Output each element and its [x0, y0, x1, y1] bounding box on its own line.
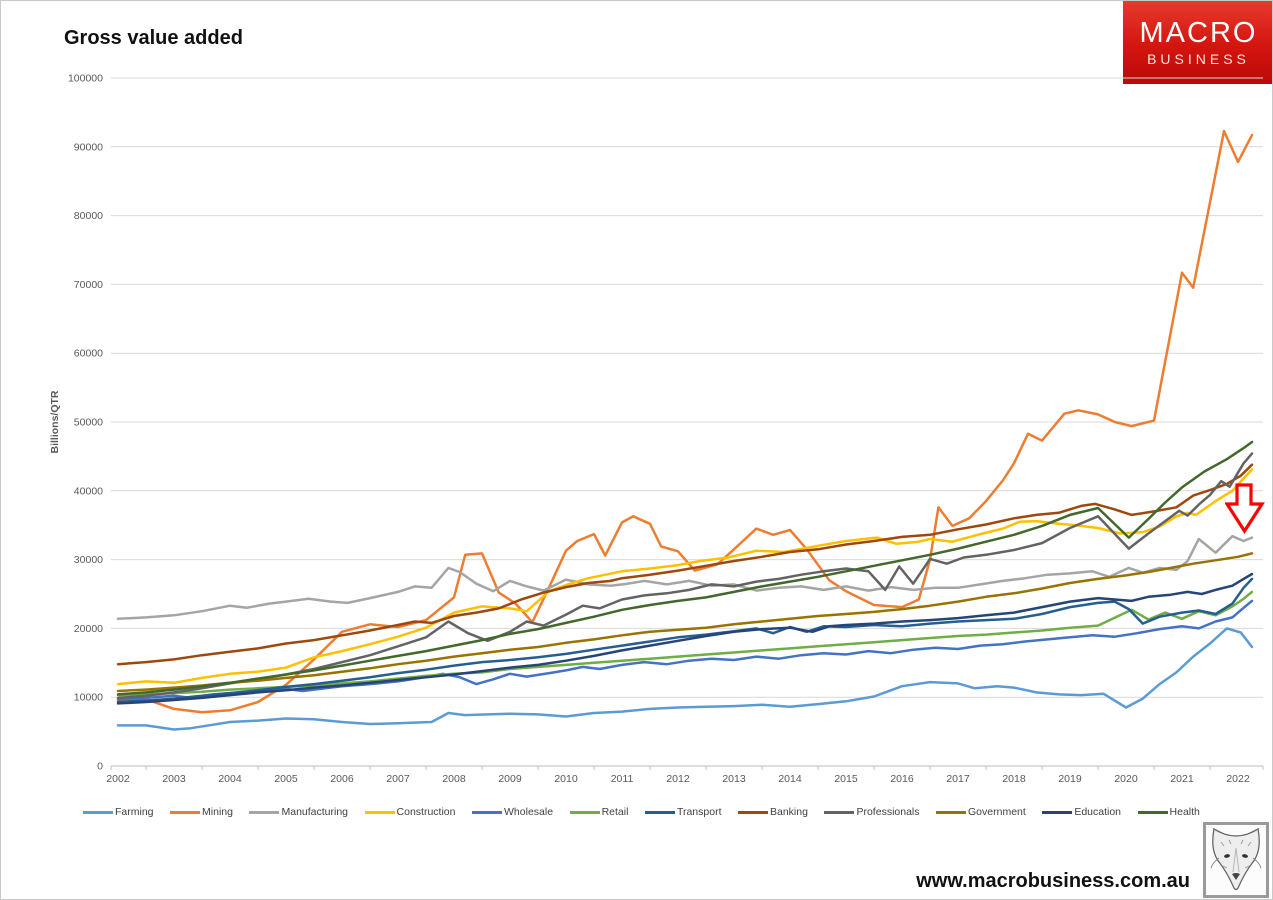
y-axis-label-90000: 90000	[74, 141, 103, 153]
series-line-education	[116, 572, 1254, 705]
legend-swatch-wholesale	[472, 810, 503, 814]
macrobusiness-logo: MACRO BUSINESS	[1123, 1, 1272, 84]
series-line-health	[116, 440, 1254, 696]
legend-swatch-manufacturing	[249, 810, 280, 814]
legend-item-construction: Construction	[364, 806, 456, 818]
line-chart: 0 10000 20000 30000 40000 50000 60000 70000 8000…	[49, 73, 1264, 785]
highlight-arrow-icon	[1224, 483, 1265, 535]
x-axis-label-2014: 2014	[778, 773, 802, 785]
x-axis-label-2003: 2003	[162, 773, 186, 785]
legend-label-retail: Retail	[601, 806, 629, 818]
x-axis-label-2007: 2007	[386, 773, 410, 785]
x-axis-label-2019: 2019	[1058, 773, 1082, 785]
series-line-wholesale	[116, 599, 1254, 701]
legend-swatch-health	[1137, 810, 1168, 814]
x-axis-label-2010: 2010	[554, 773, 578, 785]
y-axis-label-40000: 40000	[74, 485, 103, 497]
y-axis-label-30000: 30000	[74, 554, 103, 566]
y-axis-label-60000: 60000	[74, 348, 103, 360]
fox-logo	[1203, 822, 1269, 898]
series-line-professionals	[116, 452, 1254, 700]
x-axis-label-2006: 2006	[330, 773, 354, 785]
x-axis-label-2013: 2013	[722, 773, 746, 785]
series-line-transport	[116, 577, 1254, 704]
y-axis-label-100000: 100000	[68, 73, 103, 85]
legend-label-mining: Mining	[202, 806, 233, 818]
legend-item-transport: Transport	[644, 806, 722, 818]
legend-label-professionals: Professionals	[856, 806, 920, 818]
legend-swatch-banking	[738, 810, 768, 814]
series-line-banking	[116, 463, 1254, 666]
x-axis-label-2008: 2008	[442, 773, 466, 785]
legend-label-education: Education	[1074, 806, 1122, 818]
series-line-construction	[116, 468, 1254, 686]
logo-text-business: BUSINESS	[1147, 50, 1250, 67]
legend-swatch-retail	[569, 810, 600, 814]
series-line-manufacturing	[116, 534, 1254, 621]
x-axis-label-2009: 2009	[498, 773, 522, 785]
x-axis-label-2022: 2022	[1226, 773, 1250, 785]
legend-label-construction: Construction	[396, 806, 456, 818]
legend-swatch-transport	[644, 810, 675, 814]
legend-swatch-government	[936, 810, 967, 814]
legend-label-farming: Farming	[115, 806, 154, 818]
x-axis-label-2011: 2011	[611, 773, 634, 785]
legend-swatch-professionals	[824, 810, 855, 814]
x-axis-label-2004: 2004	[218, 773, 242, 785]
legend-label-wholesale: Wholesale	[504, 806, 554, 818]
y-axis-label-10000: 10000	[74, 692, 103, 704]
y-axis-label-70000: 70000	[74, 279, 103, 291]
x-axis-label-2021: 2021	[1170, 773, 1194, 785]
x-axis-label-2012: 2012	[666, 773, 690, 785]
y-axis-title: Billions/QTR	[49, 390, 61, 453]
x-axis-label-2002: 2002	[106, 773, 130, 785]
chart-legend: Farming Mining Manufacturing Construction Wh…	[83, 806, 1200, 818]
legend-label-manufacturing: Manufacturing	[281, 806, 349, 818]
y-axis-label-0: 0	[97, 761, 103, 773]
website-url: www.macrobusiness.com.au	[916, 870, 1190, 892]
chart-title: Gross value added	[64, 27, 243, 49]
series-line-farming	[116, 627, 1254, 731]
x-axis-label-2018: 2018	[1002, 773, 1026, 785]
legend-swatch-construction	[364, 810, 395, 814]
x-axis-label-2005: 2005	[274, 773, 298, 785]
legend-item-education: Education	[1042, 806, 1121, 818]
x-axis-label-2015: 2015	[834, 773, 858, 785]
legend-item-professionals: Professionals	[824, 806, 920, 818]
x-axis-label-2020: 2020	[1114, 773, 1138, 785]
series-line-retail	[116, 590, 1254, 697]
x-axis-label-2016: 2016	[890, 773, 914, 785]
legend-item-wholesale: Wholesale	[472, 806, 553, 818]
legend-item-farming: Farming	[83, 806, 154, 818]
legend-label-government: Government	[968, 806, 1026, 818]
y-axis-label-80000: 80000	[74, 210, 103, 222]
logo-text-macro: MACRO	[1139, 17, 1258, 50]
legend-item-banking: Banking	[738, 806, 808, 818]
legend-item-manufacturing: Manufacturing	[249, 806, 348, 818]
legend-item-retail: Retail	[569, 806, 629, 818]
legend-swatch-farming	[83, 810, 113, 814]
legend-item-mining: Mining	[170, 806, 233, 818]
legend-item-health: Health	[1137, 806, 1200, 818]
legend-swatch-mining	[170, 810, 201, 814]
y-axis-label-20000: 20000	[74, 623, 103, 635]
y-axis-label-50000: 50000	[74, 417, 103, 429]
legend-swatch-education	[1042, 810, 1073, 814]
legend-label-health: Health	[1169, 806, 1200, 818]
fox-icon	[1210, 828, 1262, 891]
series-line-government	[116, 552, 1254, 693]
legend-item-government: Government	[936, 806, 1026, 818]
legend-label-banking: Banking	[770, 806, 808, 818]
legend-label-transport: Transport	[676, 806, 722, 818]
x-axis-label-2017: 2017	[946, 773, 970, 785]
